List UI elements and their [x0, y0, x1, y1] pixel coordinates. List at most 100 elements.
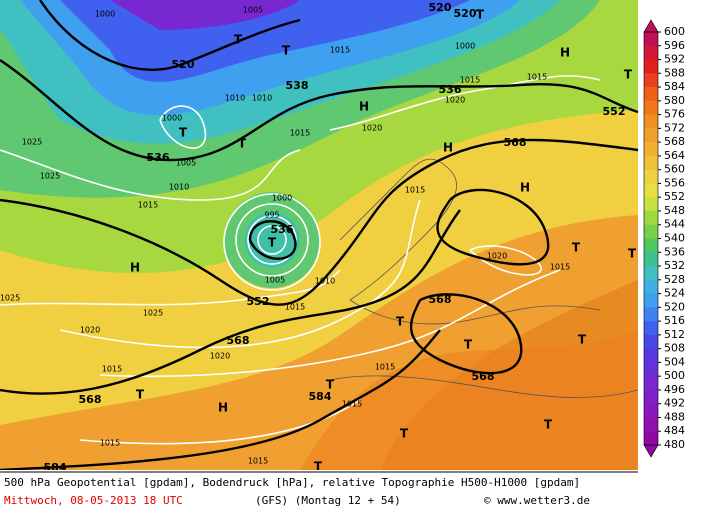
low-marker: T — [234, 33, 243, 47]
isobar-label: 1020 — [80, 326, 100, 335]
isobar-label: 1000 — [95, 10, 115, 19]
isobar-label: 1000 — [455, 42, 475, 51]
colorbar-band — [644, 224, 658, 239]
colorbar-label: 500 — [664, 369, 685, 382]
colorbar-label: 532 — [664, 259, 685, 272]
low-marker: T — [282, 44, 291, 58]
colorbar-label: 512 — [664, 328, 685, 341]
contour-label: 536 — [439, 83, 462, 96]
colorbar-band — [644, 128, 658, 143]
isobar-label: 995 — [264, 211, 279, 220]
colorbar-band — [644, 279, 658, 295]
colorbar-label: 576 — [664, 108, 685, 121]
contour-label: 536 — [271, 223, 294, 236]
colorbar-label: 592 — [664, 53, 685, 66]
colorbar-band — [644, 403, 658, 418]
contour-label: 568 — [472, 370, 495, 383]
low-marker: T — [396, 315, 405, 329]
colorbar-top-arrow — [643, 19, 659, 33]
colorbar-band — [644, 73, 658, 88]
colorbar-label: 584 — [664, 80, 685, 93]
coastlines — [329, 158, 639, 398]
isobar-label: 1000 — [162, 114, 182, 123]
low-marker: T — [628, 247, 637, 261]
colorbar-band — [644, 210, 658, 226]
footer-bg — [0, 470, 704, 513]
high-marker: H — [520, 181, 530, 195]
isobar-label: 1015 — [285, 303, 305, 312]
contour-label: 568 — [227, 334, 250, 347]
low-marker: T — [136, 388, 145, 402]
colorbar-label: 480 — [664, 438, 685, 451]
colorbar-band — [644, 114, 658, 129]
isobar-label: 1015 — [405, 186, 425, 195]
isobar-label: 1010 — [169, 183, 189, 192]
colorbar-label: 560 — [664, 163, 685, 176]
isobar-label: 1015 — [460, 76, 480, 85]
colorbar-bottom-arrow — [643, 444, 659, 458]
low-marker: T — [572, 241, 581, 255]
colorbar-band — [644, 183, 658, 198]
colorbar-band — [644, 376, 658, 391]
colorbar-band — [644, 100, 658, 116]
colorbar-label: 492 — [664, 397, 685, 410]
colorbar: 6005965925885845805765725685645605565525… — [643, 19, 685, 458]
colorbar-band — [644, 59, 658, 74]
contour-label: 568 — [504, 136, 527, 149]
colorbar-label: 536 — [664, 245, 685, 258]
isobar-label: 1015 — [248, 457, 268, 466]
low-marker: T — [268, 236, 277, 250]
contour-label: 584 — [309, 390, 332, 403]
low-marker: T — [179, 126, 188, 140]
colorbar-label: 580 — [664, 94, 685, 107]
colorbar-band — [644, 266, 658, 281]
isobar-label: 1000 — [272, 194, 292, 203]
high-marker: H — [443, 141, 453, 155]
colorbar-band — [644, 417, 658, 432]
isobar-label: 1015 — [290, 129, 310, 138]
high-marker: H — [218, 401, 228, 415]
colorbar-label: 596 — [664, 39, 685, 52]
colorbar-label: 504 — [664, 355, 685, 368]
low-marker: T — [464, 338, 473, 352]
isobar-label: 1025 — [40, 172, 60, 181]
isobar-label: 1015 — [102, 365, 122, 374]
colorbar-label: 528 — [664, 273, 685, 286]
colorbar-band — [644, 155, 658, 171]
colorbar-label: 520 — [664, 300, 685, 313]
colorbar-band — [644, 142, 658, 157]
isobar-label: 1010 — [315, 277, 335, 286]
colorbar-band — [644, 87, 658, 102]
colorbar-band — [644, 32, 658, 47]
contour-label: 552 — [603, 105, 626, 118]
footer-credit: © www.wetter3.de — [484, 494, 590, 507]
colorbar-label: 568 — [664, 135, 685, 148]
colorbar-label: 524 — [664, 287, 685, 300]
map-field — [0, 0, 638, 470]
isobar-label: 1015 — [330, 46, 350, 55]
low-marker: T — [624, 68, 633, 82]
colorbar-band — [644, 321, 658, 336]
colorbar-band — [644, 197, 658, 212]
colorbar-band — [644, 293, 658, 308]
contour-label: 552 — [247, 295, 270, 308]
low-marker: T — [578, 333, 587, 347]
isobar-label: 1015 — [138, 201, 158, 210]
isobar-label: 1025 — [143, 309, 163, 318]
colorbar-label: 484 — [664, 424, 685, 437]
contour-label: 538 — [286, 79, 309, 92]
colorbar-band — [644, 334, 658, 350]
colorbar-label: 508 — [664, 342, 685, 355]
colorbar-label: 588 — [664, 66, 685, 79]
isobar-label: 1015 — [342, 400, 362, 409]
isobar-label: 1005 — [176, 159, 196, 168]
isobar-label: 1015 — [100, 439, 120, 448]
colorbar-band — [644, 238, 658, 253]
isobar-label: 1015 — [527, 73, 547, 82]
colorbar-band — [644, 169, 658, 184]
colorbar-label: 540 — [664, 232, 685, 245]
colorbar-label: 552 — [664, 190, 685, 203]
contour-label: 536 — [147, 151, 170, 164]
